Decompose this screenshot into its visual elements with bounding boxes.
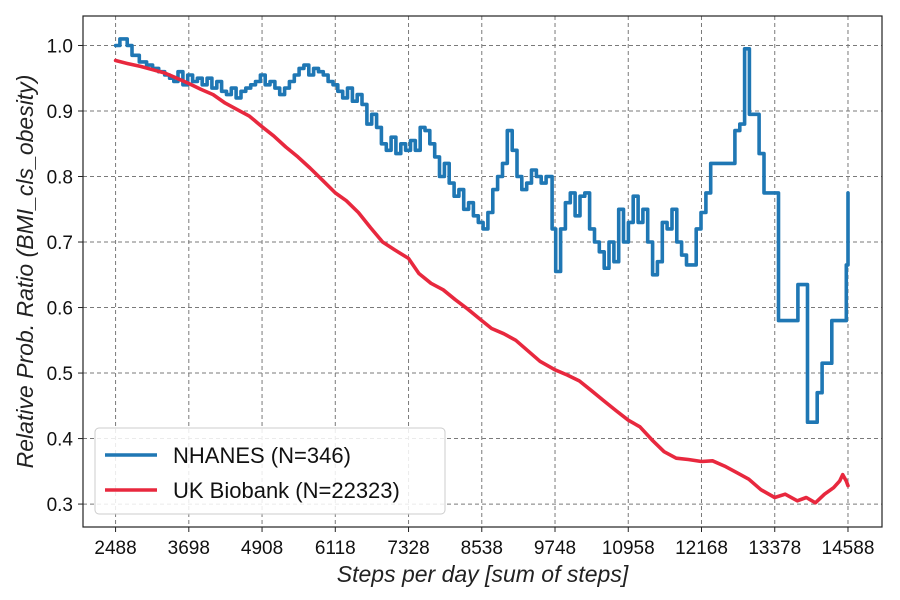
- x-tick-label: 7328: [387, 538, 429, 559]
- y-tick-label: 0.3: [47, 495, 73, 516]
- x-tick-label: 8538: [461, 538, 503, 559]
- y-tick-label: 0.7: [47, 233, 73, 254]
- y-tick-label: 0.4: [47, 430, 74, 451]
- x-tick-label: 9748: [534, 538, 576, 559]
- legend-label: NHANES (N=346): [173, 443, 351, 468]
- x-axis-ticks: 2488 3698 4908 6118 7328 8538 9748 10958 12168 13…: [94, 527, 874, 559]
- y-tick-label: 0.5: [47, 364, 73, 385]
- series-line-nhanes: [113, 37, 850, 424]
- x-tick-label: 10958: [602, 538, 655, 559]
- legend: NHANES (N=346) UK Biobank (N=22323): [94, 427, 446, 515]
- legend-label: UK Biobank (N=22323): [173, 478, 400, 503]
- y-tick-label: 1.0: [47, 36, 73, 57]
- x-tick-label: 3698: [168, 538, 210, 559]
- legend-box: [94, 427, 446, 515]
- x-tick-label: 12168: [675, 538, 728, 559]
- y-tick-label: 0.6: [47, 299, 73, 320]
- x-axis-title: Steps per day [sum of steps]: [337, 561, 629, 587]
- series-line-uk-biobank: [113, 58, 850, 505]
- x-tick-label: 4908: [241, 538, 283, 559]
- y-axis-title: Relative Prob. Ratio (BMI_cls_obesity): [12, 75, 38, 469]
- x-tick-label: 13378: [748, 538, 801, 559]
- y-axis-ticks: 0.3 0.4 0.5 0.6 0.7 0.8 0.9 1.0: [47, 36, 83, 516]
- x-tick-label: 6118: [315, 538, 356, 559]
- series-layer: [113, 37, 850, 505]
- y-tick-label: 0.9: [47, 102, 73, 123]
- plot-frame: [82, 15, 883, 528]
- x-tick-label: 2488: [94, 538, 136, 559]
- x-tick-label: 14588: [822, 538, 875, 559]
- y-tick-label: 0.8: [47, 168, 73, 189]
